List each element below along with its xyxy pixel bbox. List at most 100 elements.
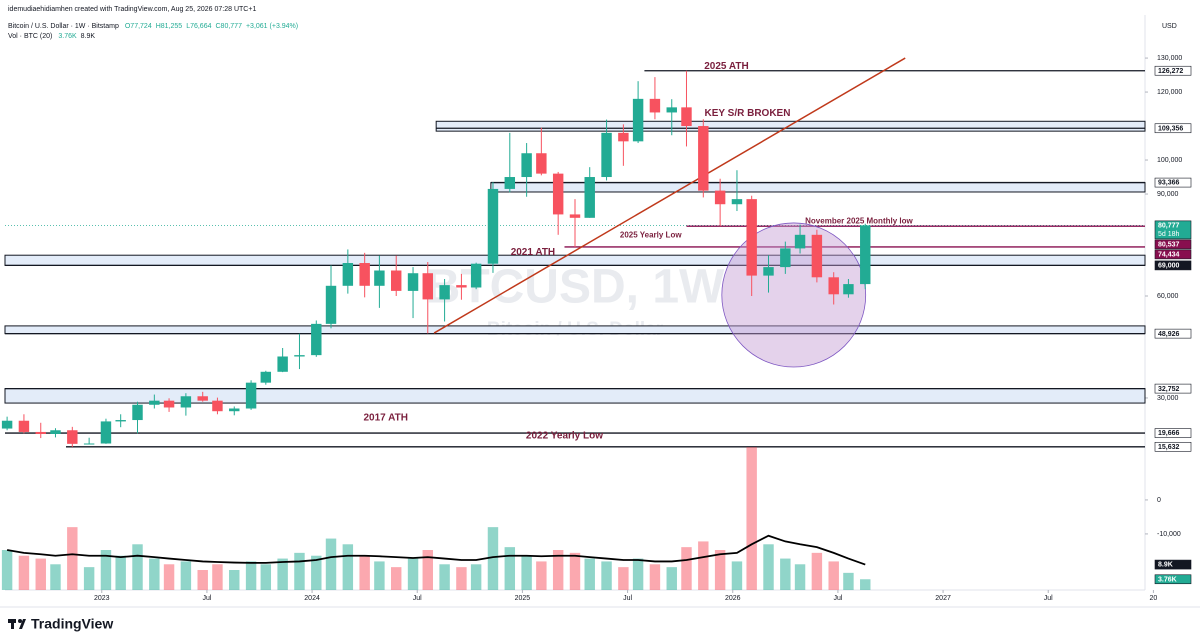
- price-label-box: [1154, 123, 1192, 134]
- price-label-box: [1154, 220, 1192, 240]
- y-tick-label: 120,000: [1157, 89, 1182, 96]
- volume-bar: [83, 567, 95, 590]
- candle-body: [100, 421, 112, 444]
- candle-body: [794, 234, 806, 249]
- volume-bar: [180, 561, 192, 590]
- volume-bar: [649, 564, 661, 590]
- volume-ma: [6, 534, 866, 566]
- candle-body: [149, 400, 160, 405]
- x-tick-label: Jul: [1044, 595, 1053, 602]
- ohlc-value: L76,664: [186, 23, 211, 30]
- price-label-box: [1154, 65, 1192, 76]
- candle-body: [342, 263, 354, 286]
- candle-body: [67, 430, 78, 444]
- x-tick-label: Jul: [413, 595, 422, 602]
- volume-bar: [115, 555, 126, 590]
- volume-bar: [504, 547, 516, 590]
- volume-bar: [584, 558, 595, 590]
- price-label: 3.76K: [1158, 576, 1177, 583]
- candle-body: [618, 132, 629, 142]
- y-tick-label: 130,000: [1157, 55, 1182, 62]
- candle-body: [731, 199, 743, 205]
- countdown: 5d 18h: [1158, 231, 1180, 238]
- price-label-box: [1154, 249, 1192, 260]
- price-label-box: [1154, 574, 1192, 585]
- candle-body: [163, 400, 175, 408]
- candle-body: [422, 273, 433, 300]
- volume-bar: [1, 550, 13, 590]
- price-label-box: [1154, 328, 1192, 339]
- volume-bar: [18, 555, 30, 590]
- volume-bar: [487, 527, 499, 590]
- candle-body: [666, 107, 677, 113]
- candle-body: [649, 98, 661, 113]
- candle-body: [714, 190, 726, 205]
- volume-bar: [277, 558, 288, 590]
- candle-body: [50, 430, 61, 434]
- volume-bar: [618, 567, 629, 590]
- volume-value: 3.76K: [58, 33, 77, 40]
- volume-bar: [456, 567, 467, 590]
- volume-bar: [132, 544, 143, 590]
- volume-value: 8.9K: [81, 33, 96, 40]
- volume-bar: [521, 555, 532, 590]
- volume-bar: [569, 552, 581, 590]
- x-tick-label: Jul: [202, 595, 211, 602]
- price-label: 8.9K: [1158, 562, 1173, 569]
- candle-body: [811, 234, 823, 278]
- volume-bar: [666, 567, 677, 590]
- annotation: KEY S/R BROKEN: [704, 108, 790, 119]
- candle-body: [18, 420, 30, 432]
- volume-bar: [552, 550, 564, 590]
- candle-body: [552, 173, 564, 215]
- price-label-box: [1154, 441, 1192, 452]
- price-label: 32,752: [1158, 386, 1180, 393]
- watermark: BTCUSD, 1W: [426, 261, 725, 314]
- volume-bar: [407, 558, 419, 590]
- candle-body: [325, 285, 337, 324]
- price-label-box: [1154, 177, 1192, 188]
- chart-title: Bitcoin / U.S. Dollar · 1W · Bitstamp: [8, 23, 119, 30]
- candle-body: [470, 263, 482, 288]
- volume-bar: [67, 527, 78, 590]
- candle-body: [407, 273, 419, 291]
- volume-bar: [731, 561, 743, 590]
- price-label: 93,366: [1158, 180, 1180, 187]
- annotation: 2022 Yearly Low: [526, 431, 603, 442]
- price-label: 80,537: [1158, 242, 1180, 249]
- candle-body: [601, 132, 612, 178]
- volume-bar: [229, 570, 240, 590]
- volume-bar: [422, 550, 433, 590]
- candle-body: [504, 177, 516, 189]
- brand-logo: [8, 619, 26, 629]
- volume-bar: [212, 564, 223, 590]
- candle-body: [681, 107, 692, 127]
- volume-bar: [794, 564, 806, 590]
- candle-body: [763, 267, 774, 276]
- price-label: 126,272: [1158, 68, 1183, 75]
- candle-body: [456, 285, 467, 288]
- candle-body: [860, 225, 871, 285]
- candle-body: [180, 396, 192, 408]
- candle-body: [132, 404, 143, 421]
- x-tick-label: 2026: [725, 595, 741, 602]
- brand: TradingView: [31, 616, 113, 632]
- y-tick-label: 0: [1157, 497, 1161, 504]
- volume-bar: [391, 567, 402, 590]
- zone: [4, 325, 1146, 335]
- annotation: 2021 ATH: [511, 247, 555, 258]
- volume-bar: [714, 550, 726, 590]
- zone: [4, 388, 1146, 404]
- candle-body: [229, 408, 240, 412]
- price-label: 69,000: [1158, 263, 1180, 270]
- volume-bar: [780, 558, 791, 590]
- candle-body: [698, 126, 709, 191]
- volume-bar: [698, 541, 709, 590]
- volume-bar: [828, 561, 839, 590]
- volume-bar: [536, 561, 547, 590]
- price-label-box: [1154, 428, 1192, 438]
- candle-body: [212, 400, 223, 412]
- volume-bar: [311, 555, 322, 590]
- candle-body: [260, 371, 272, 383]
- volume-bar: [632, 558, 644, 590]
